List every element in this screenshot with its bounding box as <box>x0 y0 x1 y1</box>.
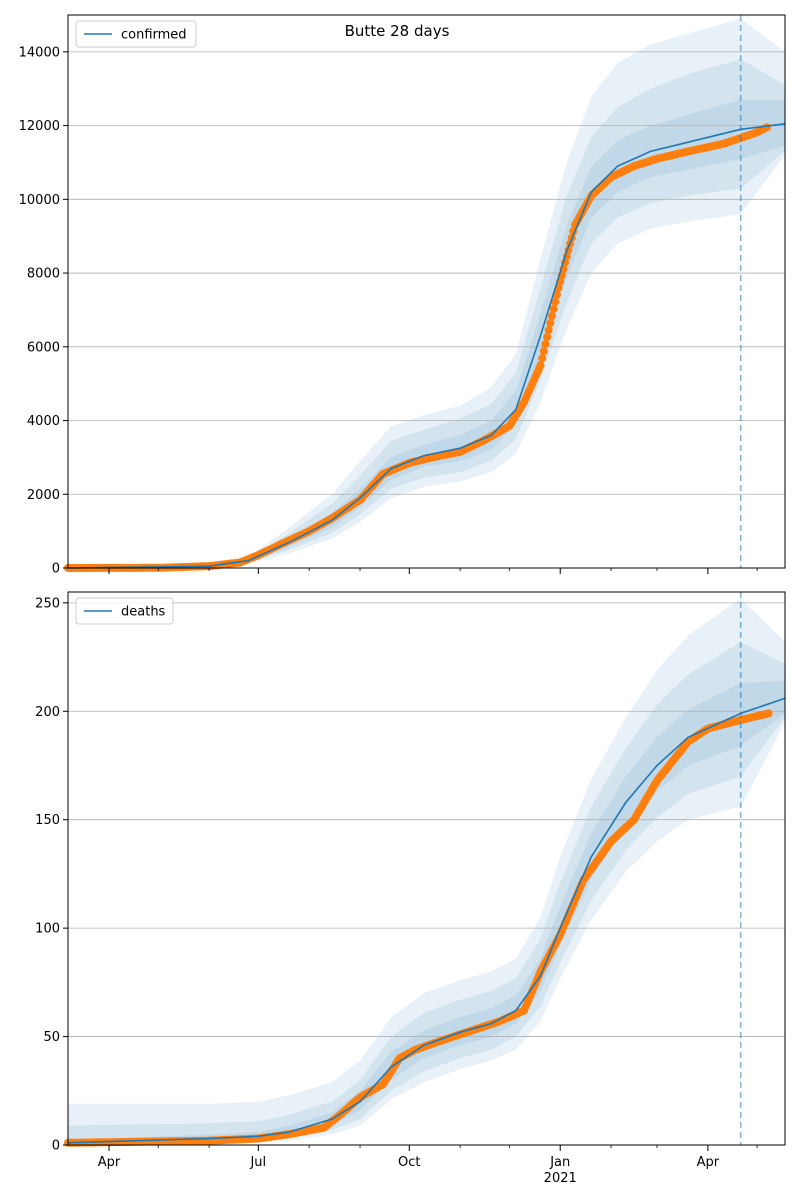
y-tick-label: 0 <box>52 562 60 577</box>
observed-point <box>764 709 773 718</box>
observed-point <box>549 304 558 313</box>
y-tick-label: 200 <box>35 705 60 720</box>
y-tick-label: 250 <box>35 596 60 611</box>
x-tick-label: Jul <box>249 1155 266 1170</box>
y-tick-label: 6000 <box>27 340 60 355</box>
deaths-panel: 0 50 100 150 200 250 Apr Jul Oct Jan Apr 2021 death… <box>35 591 786 1186</box>
y-tick-label: 0 <box>52 1139 60 1154</box>
y-tick-label: 4000 <box>27 414 60 429</box>
confirmed-panel: 0 2000 4000 6000 8000 10000 12000 14000 Butte 2… <box>19 14 786 577</box>
observed-point <box>544 326 553 334</box>
chart-title: Butte 28 days <box>345 22 450 40</box>
deaths-plot-area <box>68 592 785 1145</box>
legend-box <box>75 597 174 625</box>
y-tick-label: 100 <box>35 922 60 937</box>
y-tick-label: 8000 <box>27 267 60 282</box>
deaths-band-outer <box>68 598 785 1145</box>
confirmed-band-outer <box>68 18 785 568</box>
observed-point <box>546 319 555 327</box>
x-year-label: 2021 <box>544 1171 577 1186</box>
observed-point <box>543 333 552 342</box>
y-tick-label: 50 <box>43 1030 60 1045</box>
y-tick-label: 14000 <box>19 45 60 60</box>
legend-label: deaths <box>121 605 166 620</box>
observed-point <box>548 312 556 320</box>
observed-point <box>763 123 771 132</box>
confirmed-legend[interactable]: confirmed <box>75 20 197 48</box>
observed-point <box>552 290 561 299</box>
deaths-series <box>64 592 786 1147</box>
observed-point <box>541 340 550 349</box>
y-tick-label: 2000 <box>27 488 60 503</box>
observed-point <box>551 297 560 306</box>
confirmed-model-line <box>67 123 786 569</box>
observed-point <box>539 347 548 356</box>
confirmed-plot-area <box>68 15 785 568</box>
deaths-model-line <box>67 697 786 1144</box>
x-tick-label: Apr <box>98 1155 121 1170</box>
x-tick-label: Jan <box>549 1155 570 1170</box>
legend-label: confirmed <box>121 28 187 43</box>
deaths-axes: 0 50 100 150 200 250 Apr Jul Oct Jan Apr 2021 <box>35 596 758 1186</box>
legend-box <box>75 20 197 48</box>
x-tick-label: Apr <box>697 1155 720 1170</box>
y-tick-label: 12000 <box>19 119 60 134</box>
deaths-plot-frame <box>67 591 786 1146</box>
deaths-legend[interactable]: deaths <box>75 597 174 625</box>
y-tick-label: 10000 <box>19 193 60 208</box>
observed-point <box>536 361 545 370</box>
confirmed-plot-frame <box>67 14 786 569</box>
confirmed-axes: 0 2000 4000 6000 8000 10000 12000 14000 <box>19 45 758 577</box>
x-tick-label: Oct <box>398 1155 420 1170</box>
y-tick-label: 150 <box>35 813 60 828</box>
observed-point <box>538 354 547 363</box>
